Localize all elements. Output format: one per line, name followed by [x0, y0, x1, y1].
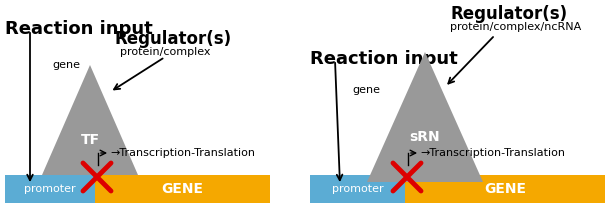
Text: GENE: GENE: [161, 182, 203, 196]
Text: gene: gene: [352, 85, 380, 95]
Text: Reaction input: Reaction input: [5, 20, 153, 38]
Polygon shape: [367, 52, 483, 182]
Text: →Transcription-Translation: →Transcription-Translation: [420, 148, 565, 158]
Text: protein/complex: protein/complex: [120, 47, 211, 57]
Text: →Transcription-Translation: →Transcription-Translation: [110, 148, 255, 158]
Text: Reaction input: Reaction input: [310, 50, 458, 68]
Text: promoter: promoter: [332, 184, 383, 194]
Text: gene: gene: [52, 60, 80, 70]
Polygon shape: [42, 65, 138, 175]
Bar: [405, 175, 605, 203]
Text: sRN: sRN: [410, 130, 440, 144]
Text: TF: TF: [80, 133, 99, 147]
Bar: [310, 175, 405, 203]
Bar: [95, 175, 270, 203]
Text: protein/complex/ncRNA: protein/complex/ncRNA: [450, 22, 581, 32]
Text: GENE: GENE: [484, 182, 526, 196]
Text: Regulator(s): Regulator(s): [450, 5, 567, 23]
Text: Regulator(s): Regulator(s): [115, 30, 232, 48]
Bar: [5, 175, 95, 203]
Text: promoter: promoter: [24, 184, 76, 194]
